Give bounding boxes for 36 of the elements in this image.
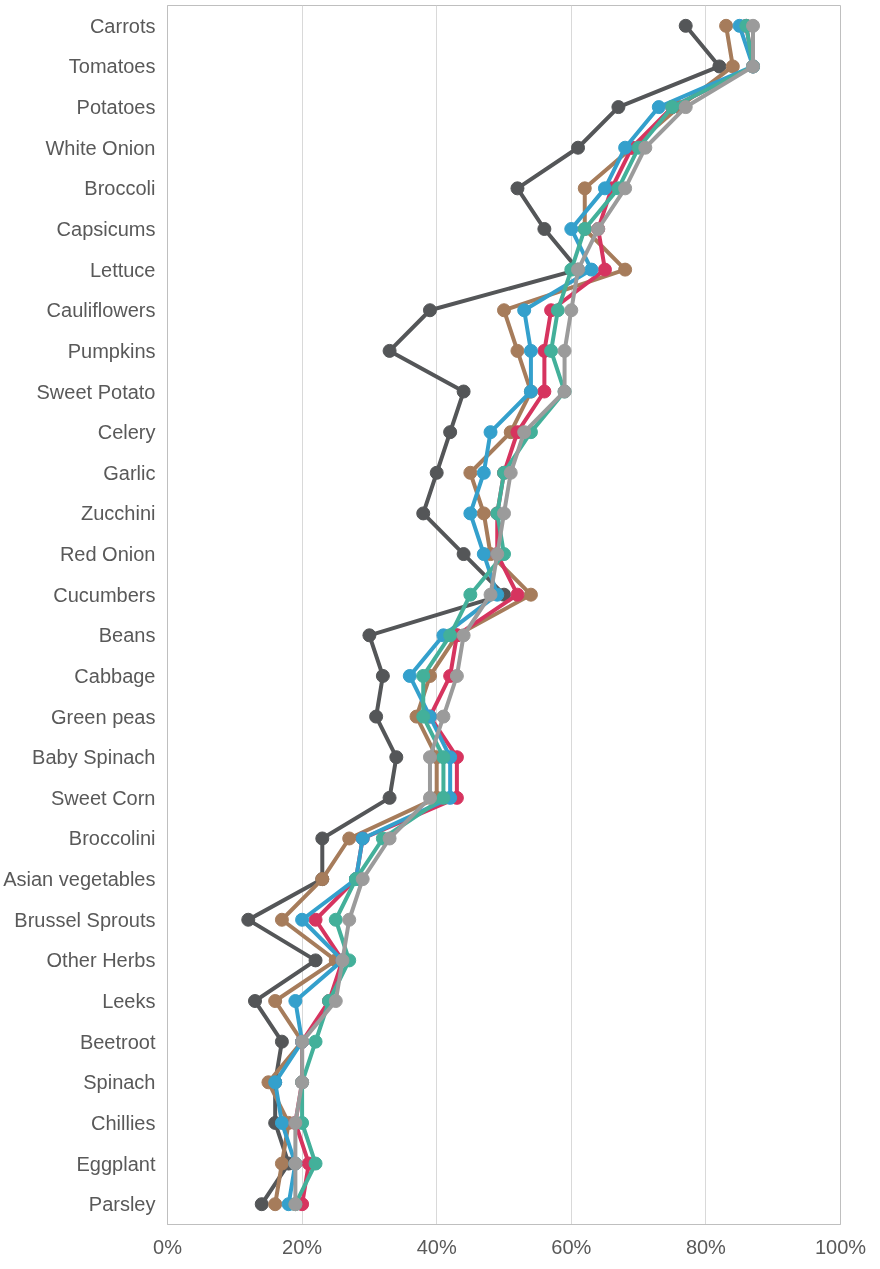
y-tick-label: Parsley [88,1193,156,1216]
y-tick-label: Garlic [103,461,156,484]
x-tick-label: 100% [814,1235,867,1258]
y-tick-label: Chillies [91,1111,156,1134]
y-tick-label: Capsicums [56,217,156,240]
y-tick-label: Red Onion [59,543,156,566]
y-tick-label: Pumpkins [67,339,156,362]
y-tick-label: Green peas [50,705,156,728]
y-tick-label: Zucchini [81,502,156,525]
y-tick-label: Other Herbs [46,949,156,972]
y-tick-label: Potatoes [76,96,156,119]
y-tick-label: Brussel Sprouts [14,908,156,931]
y-tick-label: Cabbage [74,664,156,687]
y-tick-label: Asian vegetables [3,868,156,891]
x-tick-label: 20% [282,1235,323,1258]
y-tick-label: Sweet Potato [36,380,156,403]
y-tick-label: Beans [98,624,156,647]
y-tick-label: Cauliflowers [46,299,156,322]
y-tick-label: Cucumbers [53,583,156,606]
x-tick-label: 0% [153,1235,183,1258]
x-tick-label: 40% [416,1235,457,1258]
y-tick-label: Broccoli [84,177,156,200]
y-tick-label: Leeks [102,990,156,1013]
y-tick-label: Eggplant [76,1152,156,1175]
y-tick-label: Beetroot [79,1030,156,1053]
y-tick-label: White Onion [45,136,156,159]
y-tick-label: Lettuce [89,258,156,281]
y-tick-label: Spinach [83,1071,156,1094]
y-tick-label: Broccolini [68,827,156,850]
y-tick-label: Baby Spinach [32,746,156,769]
y-tick-label: Celery [97,421,156,444]
y-tick-label: Tomatoes [68,55,156,78]
x-tick-label: 60% [551,1235,592,1258]
y-tick-label: Sweet Corn [51,786,156,809]
y-tick-label: Carrots [89,14,156,37]
x-tick-label: 80% [685,1235,727,1258]
